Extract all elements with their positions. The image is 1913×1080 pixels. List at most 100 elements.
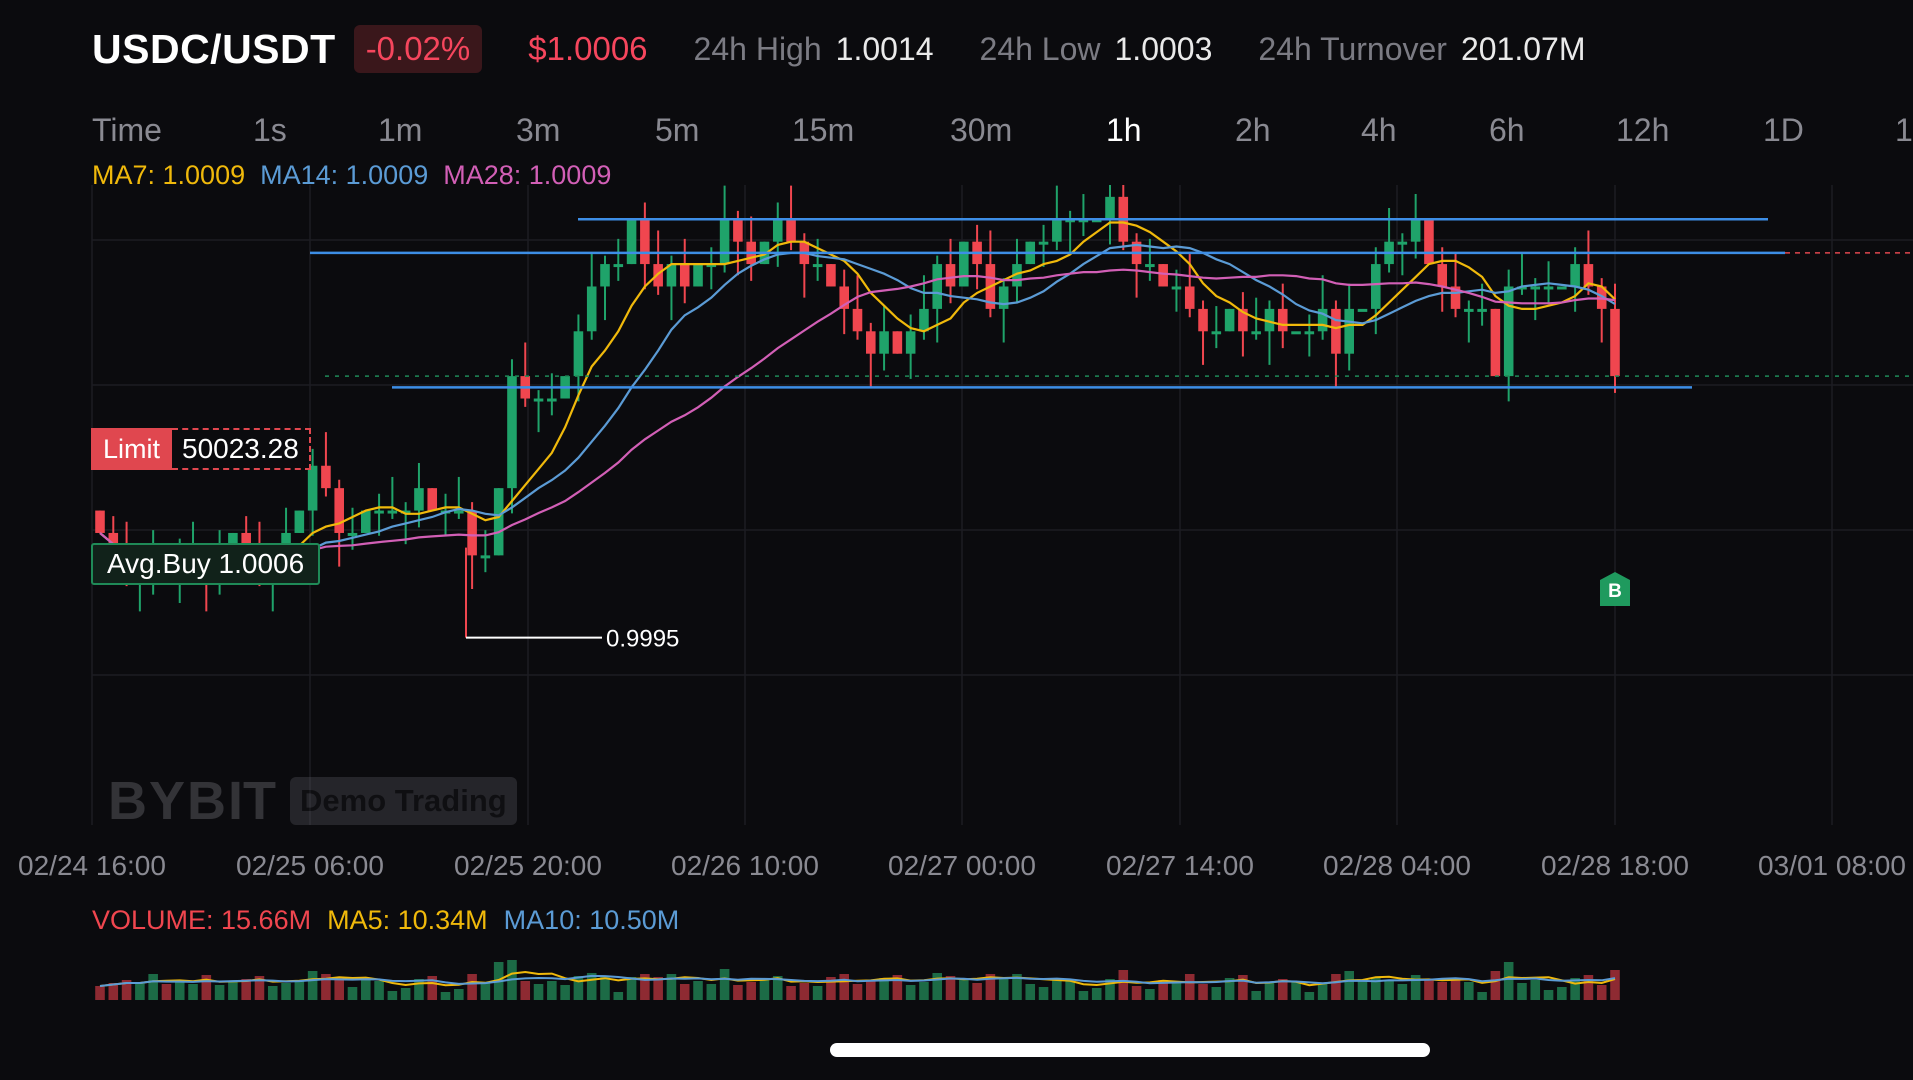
- volume-bar: [1264, 982, 1275, 1000]
- tab-1s[interactable]: 1s: [253, 112, 287, 148]
- volume-bar: [1357, 980, 1368, 1000]
- candle: [1091, 219, 1102, 223]
- avg-buy-tag[interactable]: Avg.Buy 1.0006: [91, 543, 321, 585]
- tab-30m[interactable]: 30m: [950, 112, 1013, 148]
- volume-bar: [998, 977, 1009, 1000]
- ma14-line: [99, 243, 1616, 564]
- volume-bar: [1371, 978, 1381, 1000]
- limit-label: Limit: [91, 428, 173, 470]
- volume-bar: [799, 983, 810, 1000]
- candle: [467, 510, 477, 556]
- volume-bar: [1171, 983, 1182, 1000]
- x-tick: 02/24 16:00: [18, 850, 166, 881]
- price-chart[interactable]: 1.00200.9995: [0, 185, 1913, 845]
- buy-marker[interactable]: B: [1600, 572, 1630, 606]
- candle: [1052, 219, 1062, 242]
- home-indicator[interactable]: [830, 1043, 1430, 1057]
- volume-bar: [427, 976, 438, 1000]
- candle: [1570, 264, 1580, 287]
- volume-bar: [772, 976, 783, 1000]
- candle: [294, 510, 305, 533]
- candle: [945, 264, 956, 287]
- candle: [719, 219, 730, 265]
- pair-title[interactable]: USDC/USDT: [92, 25, 336, 72]
- buy-marker-label: B: [1608, 581, 1622, 602]
- volume-bar: [294, 980, 305, 1000]
- tab-1h[interactable]: 1h: [1106, 112, 1142, 148]
- volume-bar: [1424, 979, 1434, 1000]
- volume-bar: [347, 987, 358, 1000]
- tab-1m[interactable]: 1m: [378, 112, 423, 148]
- volume-bar: [480, 983, 491, 1000]
- tab-5m[interactable]: 5m: [655, 112, 700, 148]
- candle: [493, 488, 504, 556]
- tab-15m[interactable]: 15m: [792, 112, 855, 148]
- candle: [1264, 308, 1275, 332]
- ma7-label: MA7: 1.0009: [92, 160, 246, 190]
- candle: [507, 376, 517, 489]
- candle: [547, 398, 557, 402]
- tab-12h[interactable]: 12h: [1616, 112, 1670, 148]
- candle: [932, 264, 943, 309]
- volume-bar: [1238, 975, 1248, 1000]
- tab-6h[interactable]: 6h: [1489, 112, 1525, 148]
- volume-chart: [95, 960, 1620, 1000]
- volume-bar: [905, 985, 916, 1000]
- volume-bar: [586, 973, 597, 1000]
- volume-bar: [1052, 978, 1062, 1000]
- x-tick: 02/27 00:00: [888, 850, 1036, 881]
- tab-2h[interactable]: 2h: [1235, 112, 1271, 148]
- volume-bar: [1610, 970, 1620, 1000]
- tab-1d[interactable]: 1D: [1763, 112, 1804, 148]
- candle: [1277, 308, 1288, 332]
- volume-bar: [533, 984, 544, 1000]
- volume-bar: [387, 991, 398, 1000]
- candle: [1105, 196, 1115, 220]
- tab-more[interactable]: 1: [1895, 112, 1913, 148]
- volume-bar: [148, 974, 158, 1000]
- candle: [998, 286, 1009, 309]
- volume-bar: [972, 983, 982, 1000]
- candle: [1530, 286, 1541, 290]
- candle: [1437, 264, 1448, 287]
- volume-bar: [1464, 982, 1474, 1000]
- volume-bar: [374, 981, 384, 1000]
- volume-bar: [1105, 979, 1115, 1000]
- volume-bar: [640, 974, 650, 1000]
- candle: [1291, 331, 1301, 335]
- tab-3m[interactable]: 3m: [516, 112, 561, 148]
- candle: [454, 510, 464, 514]
- candle: [1410, 219, 1421, 242]
- high-label: 24h High: [693, 30, 822, 67]
- candle: [1610, 308, 1620, 377]
- candle: [812, 264, 823, 268]
- low-label: 24h Low: [979, 30, 1101, 67]
- candle: [905, 331, 916, 354]
- candle: [706, 264, 717, 268]
- ma14-label: MA14: 1.0009: [260, 160, 429, 190]
- volume-bar: [1503, 962, 1514, 1000]
- volume-bar: [1410, 975, 1421, 1000]
- candle: [1397, 241, 1408, 245]
- tab-4h[interactable]: 4h: [1361, 112, 1397, 148]
- volume-bar: [161, 984, 172, 1000]
- volume-bar: [679, 984, 690, 1000]
- candle: [693, 264, 703, 287]
- volume-bar: [520, 981, 531, 1000]
- volume-bar: [1450, 979, 1461, 1000]
- volume-bar: [1198, 984, 1208, 1000]
- candle: [772, 219, 783, 242]
- candle: [347, 532, 358, 536]
- candle: [1238, 308, 1248, 332]
- volume-bar: [1025, 984, 1036, 1000]
- volume-bar: [188, 984, 198, 1000]
- candle: [374, 510, 384, 514]
- volume-bar: [95, 986, 105, 1000]
- volume-bar: [361, 978, 371, 1000]
- candle: [400, 510, 411, 514]
- candle: [1065, 219, 1075, 223]
- volume-bar: [281, 983, 291, 1000]
- volume-bar: [1570, 978, 1580, 1000]
- candle: [1012, 264, 1022, 287]
- limit-order-tag[interactable]: Limit 50023.28: [91, 428, 311, 470]
